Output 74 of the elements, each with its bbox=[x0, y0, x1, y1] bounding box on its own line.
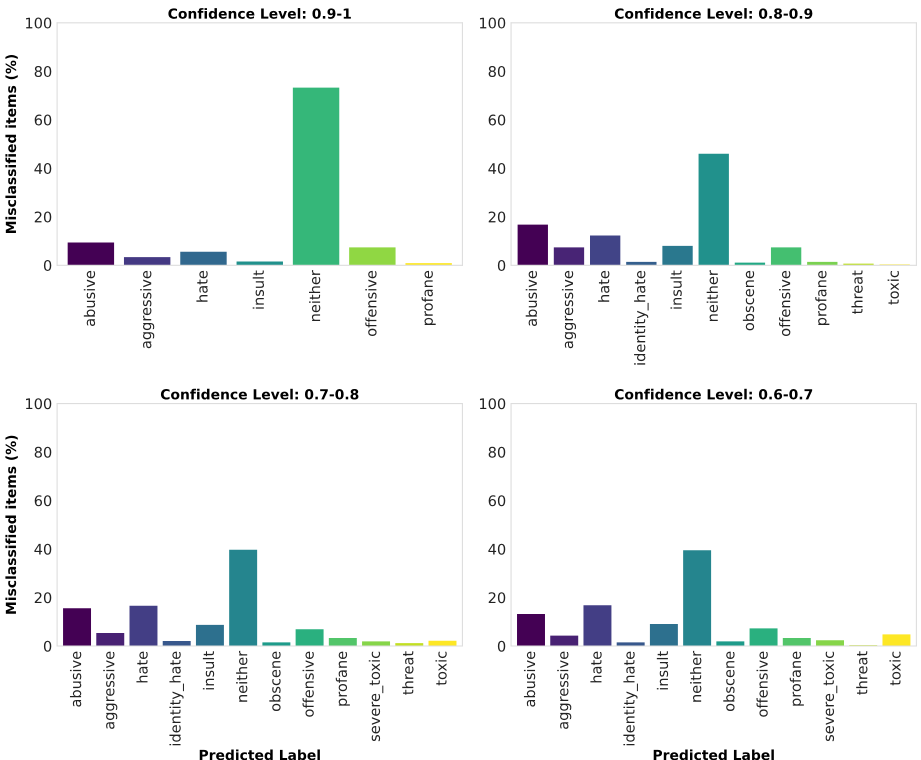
x-tick-label: aggressive bbox=[140, 270, 154, 348]
y-tick-label: 100 bbox=[480, 18, 506, 29]
y-tick-label: 80 bbox=[488, 446, 506, 458]
y-tick-label: 60 bbox=[488, 495, 506, 506]
x-tick-label: profane bbox=[422, 270, 436, 325]
x-tick-label: abusive bbox=[524, 652, 536, 707]
x-tick-label: hate bbox=[196, 270, 208, 302]
y-tick-label: 80 bbox=[488, 66, 506, 78]
y-axis-title: Misclassified items (%) bbox=[5, 54, 18, 234]
x-tick-label: offensive bbox=[302, 652, 314, 717]
x-tick-label: abusive bbox=[84, 270, 96, 326]
x-tick-label: offensive bbox=[756, 652, 768, 717]
y-tick-label: 20 bbox=[488, 592, 506, 604]
x-tick-label: severe_toxic bbox=[368, 652, 384, 742]
y-tick-label: 100 bbox=[480, 398, 506, 410]
x-tick-label: severe_toxic bbox=[822, 652, 838, 742]
y-tick-label: 100 bbox=[26, 398, 52, 410]
x-tick-label: hate bbox=[598, 270, 610, 302]
x-tick-label: aggressive bbox=[562, 270, 576, 348]
x-tick-label: hate bbox=[136, 652, 148, 682]
x-tick-label: identity_hate bbox=[634, 270, 649, 365]
x-tick-label: aggressive bbox=[557, 652, 572, 729]
x-tick-label: toxic bbox=[435, 652, 447, 686]
x-tick-label: neither bbox=[706, 270, 718, 322]
x-tick-label: insult bbox=[202, 651, 214, 690]
x-tick-label: offensive bbox=[365, 270, 377, 336]
x-tick-label: threat bbox=[851, 270, 863, 314]
x-tick-label: identity_hate bbox=[169, 652, 184, 746]
chart-title: Confidence Level: 0.7-0.8 bbox=[160, 388, 358, 400]
x-tick-label: aggressive bbox=[103, 652, 118, 729]
chart-title: Confidence Level: 0.8-0.9 bbox=[614, 8, 812, 19]
x-tick-label: toxic bbox=[889, 652, 901, 686]
y-tick-label: 0 bbox=[498, 260, 506, 272]
y-tick-label: 60 bbox=[34, 114, 52, 126]
x-axis-title: Predicted Label bbox=[200, 749, 320, 760]
x-tick-label: offensive bbox=[779, 270, 790, 336]
y-tick-label: 0 bbox=[498, 640, 506, 652]
y-tick-label: 20 bbox=[34, 212, 52, 223]
y-tick-label: 80 bbox=[34, 446, 52, 458]
y-tick-label: 80 bbox=[34, 66, 52, 78]
y-tick-label: 0 bbox=[44, 640, 52, 652]
x-tick-label: obscene bbox=[723, 652, 735, 712]
chart-title: Confidence Level: 0.9-1 bbox=[168, 8, 351, 19]
x-tick-label: obscene bbox=[742, 270, 754, 330]
x-tick-label: obscene bbox=[269, 652, 281, 712]
x-tick-label: abusive bbox=[526, 270, 538, 326]
x-tick-label: threat bbox=[856, 651, 868, 695]
y-tick-label: 20 bbox=[488, 212, 506, 223]
x-tick-label: abusive bbox=[70, 652, 82, 707]
x-tick-label: insult bbox=[656, 651, 668, 690]
x-tick-label: profane bbox=[790, 652, 804, 706]
x-tick-label: hate bbox=[590, 652, 602, 682]
y-tick-label: 60 bbox=[34, 495, 52, 506]
x-axis-title: Predicted Label bbox=[654, 749, 774, 760]
y-tick-label: 40 bbox=[34, 163, 52, 174]
x-tick-label: neither bbox=[236, 650, 248, 702]
y-tick-label: 20 bbox=[34, 592, 52, 604]
y-tick-label: 100 bbox=[26, 18, 52, 29]
chart-title: Confidence Level: 0.6-0.7 bbox=[614, 388, 812, 400]
x-tick-label: profane bbox=[336, 652, 350, 706]
y-tick-label: 0 bbox=[44, 260, 52, 272]
x-tick-label: profane bbox=[815, 270, 830, 325]
y-tick-label: 40 bbox=[488, 544, 506, 555]
x-tick-label: neither bbox=[309, 270, 320, 322]
x-tick-label: threat bbox=[402, 651, 414, 695]
x-tick-label: toxic bbox=[888, 271, 899, 305]
y-tick-label: 40 bbox=[488, 163, 506, 174]
x-tick-label: insult bbox=[670, 270, 682, 309]
y-axis-title: Misclassified items (%) bbox=[5, 436, 18, 614]
x-tick-label: identity_hate bbox=[623, 652, 638, 746]
x-tick-label: insult bbox=[252, 270, 264, 309]
x-tick-label: neither bbox=[690, 650, 702, 702]
y-tick-label: 40 bbox=[34, 544, 52, 555]
y-tick-label: 60 bbox=[488, 114, 506, 126]
